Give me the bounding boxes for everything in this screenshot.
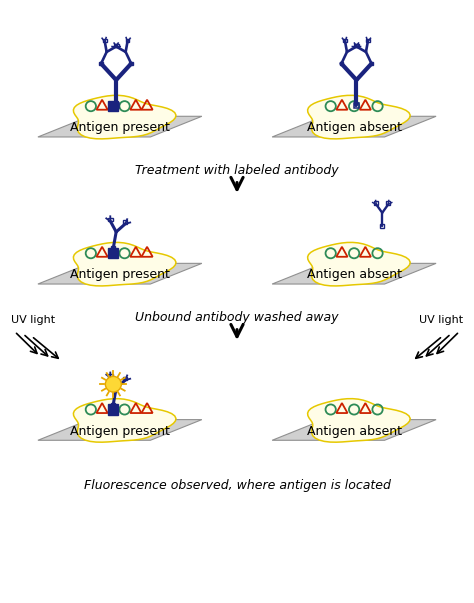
Text: Fluorescence observed, where antigen is located: Fluorescence observed, where antigen is … bbox=[83, 479, 391, 492]
Polygon shape bbox=[38, 264, 202, 284]
Bar bbox=[109, 374, 112, 377]
Text: Antigen absent: Antigen absent bbox=[307, 121, 401, 134]
Bar bbox=[339, 62, 343, 66]
Text: Unbound antibody washed away: Unbound antibody washed away bbox=[135, 311, 339, 324]
Circle shape bbox=[105, 376, 121, 392]
Bar bbox=[103, 39, 107, 42]
Bar bbox=[354, 44, 358, 47]
Bar bbox=[355, 44, 359, 47]
Bar bbox=[108, 101, 118, 111]
Bar bbox=[123, 220, 128, 224]
Polygon shape bbox=[272, 420, 436, 440]
Text: Antigen absent: Antigen absent bbox=[307, 268, 401, 282]
Bar bbox=[111, 246, 116, 250]
Bar bbox=[386, 201, 390, 204]
Bar bbox=[366, 39, 370, 42]
Text: UV light: UV light bbox=[419, 315, 463, 325]
Bar bbox=[114, 104, 118, 108]
Polygon shape bbox=[272, 264, 436, 284]
Polygon shape bbox=[73, 95, 176, 139]
Polygon shape bbox=[38, 420, 202, 440]
Bar bbox=[354, 104, 359, 108]
Bar bbox=[126, 39, 129, 42]
Bar bbox=[129, 62, 133, 66]
Bar bbox=[114, 44, 118, 47]
Polygon shape bbox=[272, 116, 436, 137]
Bar bbox=[123, 377, 128, 380]
Polygon shape bbox=[73, 242, 176, 286]
Bar bbox=[380, 224, 384, 227]
Bar bbox=[370, 62, 374, 66]
Bar bbox=[343, 39, 347, 42]
Polygon shape bbox=[38, 116, 202, 137]
Bar bbox=[99, 62, 103, 66]
Bar bbox=[111, 403, 116, 406]
Text: UV light: UV light bbox=[11, 315, 55, 325]
Bar bbox=[374, 201, 378, 204]
Bar bbox=[109, 218, 112, 221]
Polygon shape bbox=[308, 242, 410, 286]
Bar bbox=[108, 405, 118, 414]
Polygon shape bbox=[308, 95, 410, 139]
Text: Treatment with labeled antibody: Treatment with labeled antibody bbox=[135, 164, 339, 177]
Polygon shape bbox=[308, 399, 410, 442]
Bar bbox=[108, 248, 118, 258]
Text: Antigen present: Antigen present bbox=[70, 425, 170, 438]
Text: Antigen present: Antigen present bbox=[70, 268, 170, 282]
Bar bbox=[115, 44, 118, 47]
Polygon shape bbox=[73, 399, 176, 442]
Text: Antigen absent: Antigen absent bbox=[307, 425, 401, 438]
Text: Antigen present: Antigen present bbox=[70, 121, 170, 134]
